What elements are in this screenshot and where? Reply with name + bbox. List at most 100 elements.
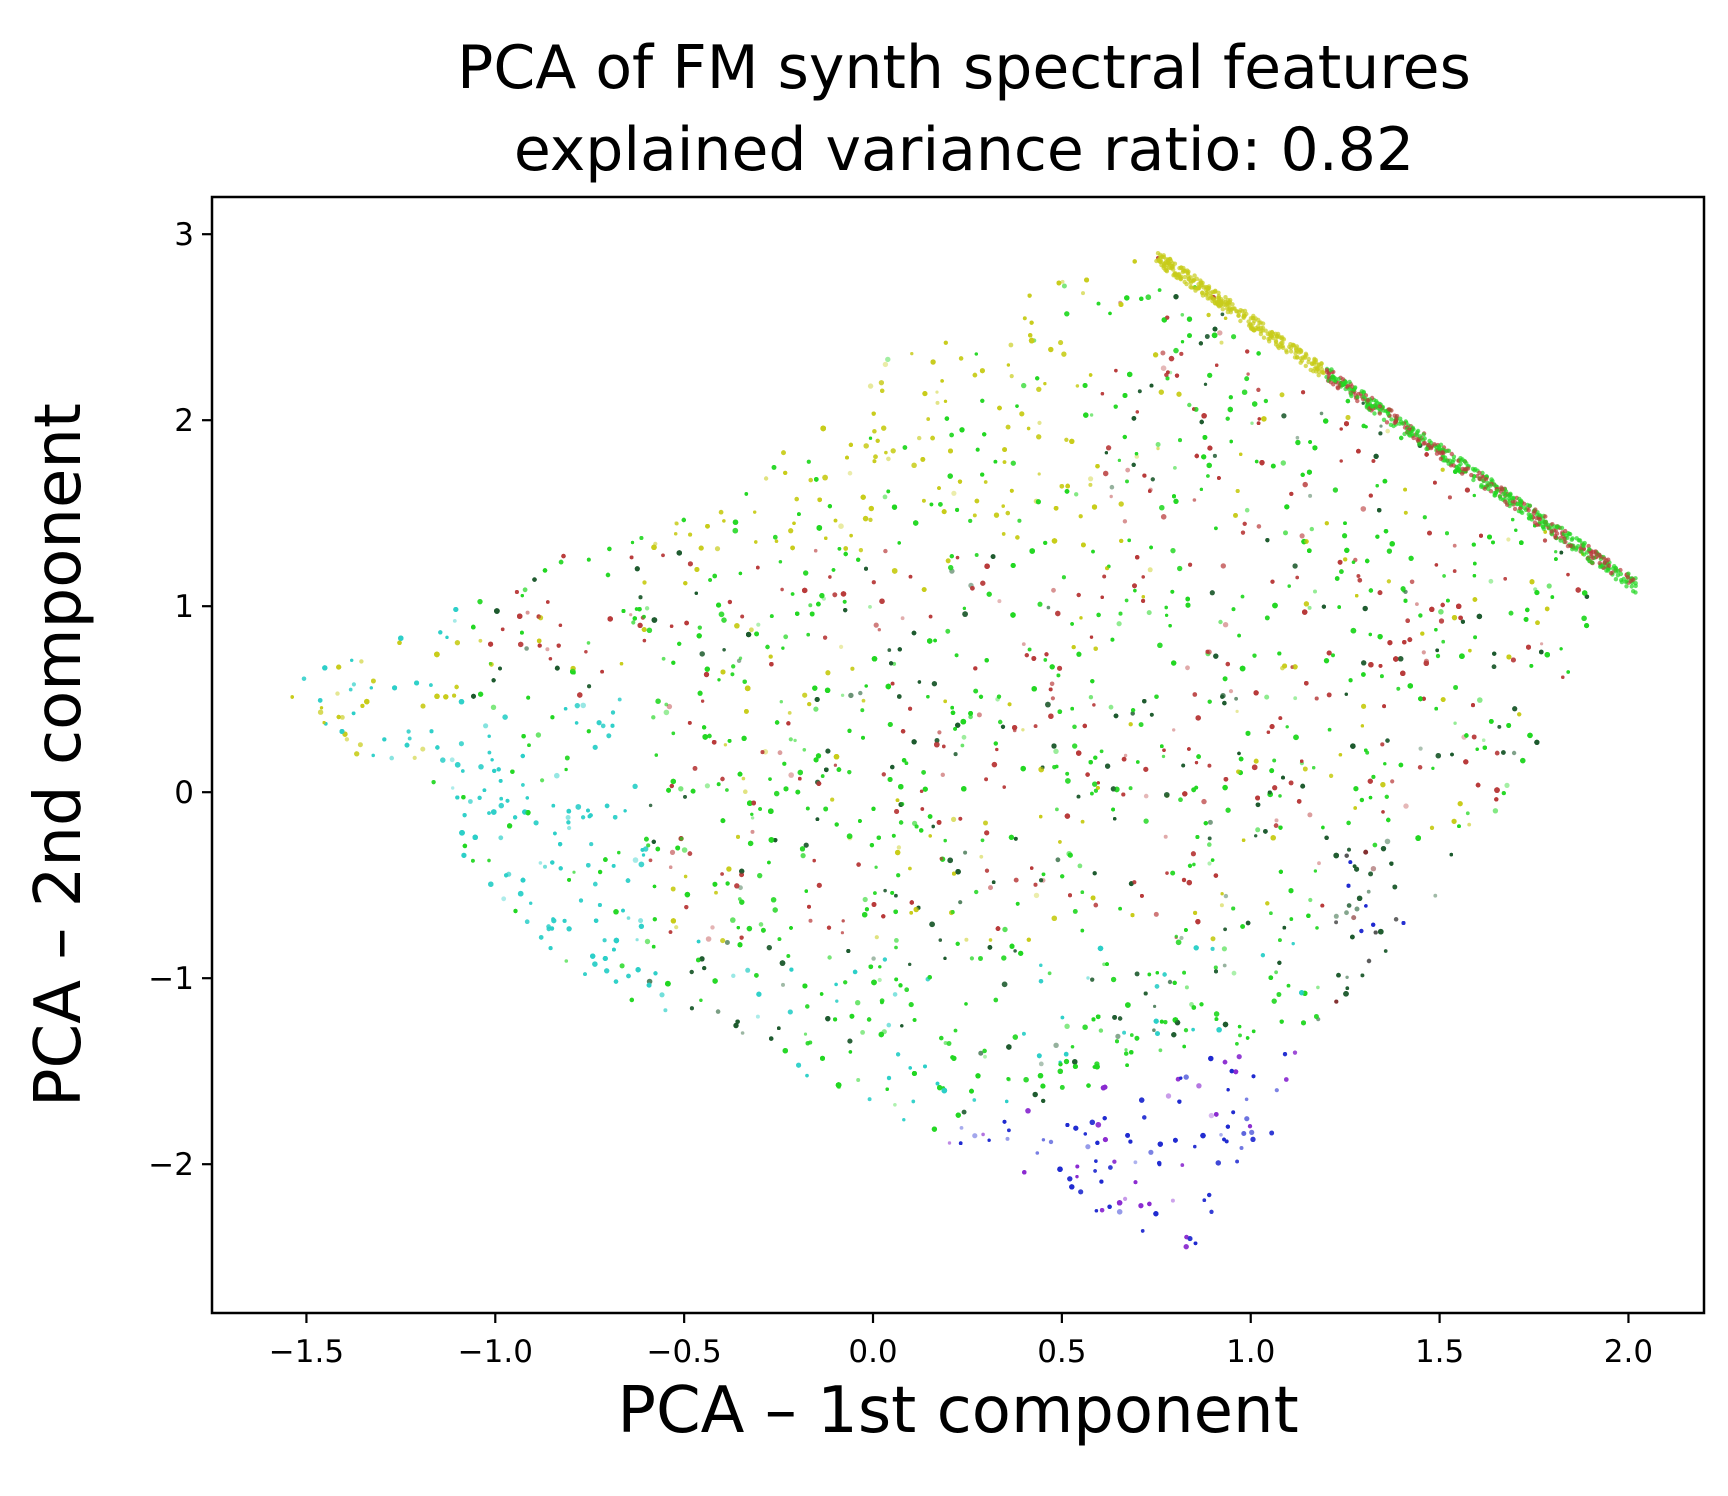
scatter-point bbox=[1195, 835, 1200, 839]
scatter-point bbox=[1161, 754, 1166, 759]
scatter-point bbox=[1093, 646, 1098, 651]
scatter-point bbox=[1372, 842, 1378, 848]
scatter-point bbox=[1342, 533, 1348, 539]
scatter-point bbox=[575, 804, 582, 810]
scatter-point bbox=[1048, 1139, 1054, 1145]
scatter-point bbox=[593, 881, 598, 887]
scatter-point bbox=[1092, 703, 1096, 707]
scatter-point bbox=[862, 515, 869, 522]
scatter-point bbox=[501, 896, 507, 902]
scatter-point bbox=[802, 692, 808, 698]
scatter-point bbox=[1433, 893, 1438, 898]
scatter-point bbox=[1366, 889, 1371, 894]
scatter-point bbox=[1192, 862, 1196, 867]
scatter-point bbox=[1345, 975, 1349, 979]
scatter-point bbox=[1111, 976, 1117, 983]
scatter-point bbox=[1160, 350, 1166, 356]
scatter-point bbox=[1021, 642, 1026, 646]
scatter-point bbox=[1343, 991, 1349, 997]
scatter-point bbox=[1005, 510, 1010, 516]
scatter-point bbox=[1333, 913, 1339, 919]
scatter-point bbox=[1206, 649, 1212, 655]
scatter-point bbox=[1012, 1034, 1018, 1040]
scatter-point bbox=[1033, 498, 1039, 504]
scatter-point bbox=[1280, 460, 1287, 466]
scatter-point bbox=[808, 477, 813, 483]
scatter-point bbox=[521, 783, 525, 787]
scatter-point bbox=[1080, 890, 1085, 894]
scatter-point bbox=[689, 1006, 694, 1011]
scatter-point bbox=[961, 734, 967, 740]
scatter-point bbox=[1293, 734, 1299, 741]
scatter-point bbox=[584, 650, 588, 654]
scatter-point bbox=[631, 620, 636, 625]
scatter-point bbox=[968, 714, 973, 720]
scatter-point bbox=[886, 1022, 892, 1028]
scatter-point bbox=[1093, 788, 1098, 793]
scatter-point bbox=[1209, 590, 1215, 596]
scatter-point bbox=[1165, 1093, 1172, 1099]
scatter-point bbox=[646, 978, 653, 985]
scatter-point bbox=[527, 743, 531, 747]
scatter-point bbox=[1170, 870, 1176, 876]
scatter-point bbox=[1334, 920, 1338, 925]
scatter-point bbox=[1093, 1169, 1097, 1173]
scatter-point bbox=[1001, 532, 1006, 536]
scatter-point bbox=[1148, 1149, 1154, 1155]
scatter-point bbox=[1403, 803, 1409, 809]
scatter-point bbox=[1354, 906, 1360, 912]
scatter-point bbox=[782, 761, 787, 766]
scatter-point bbox=[371, 753, 375, 758]
scatter-point bbox=[1269, 1130, 1275, 1136]
scatter-point bbox=[1317, 861, 1321, 866]
scatter-point bbox=[1021, 728, 1025, 732]
scatter-point bbox=[1106, 445, 1112, 451]
scatter-point bbox=[788, 737, 793, 742]
scatter-point bbox=[317, 709, 324, 715]
scatter-point bbox=[1295, 435, 1300, 440]
scatter-point bbox=[1160, 514, 1167, 520]
scatter-point bbox=[340, 715, 345, 720]
scatter-point bbox=[644, 606, 650, 611]
scatter-point bbox=[1160, 365, 1167, 372]
scatter-point bbox=[412, 755, 417, 761]
scatter-point bbox=[1035, 499, 1041, 505]
scatter-point bbox=[572, 870, 576, 874]
scatter-point bbox=[574, 703, 580, 709]
chart-title-line-1: PCA of FM synth spectral features bbox=[457, 33, 1471, 103]
scatter-point bbox=[892, 992, 898, 997]
scatter-point bbox=[1146, 610, 1152, 616]
scatter-point bbox=[1250, 1136, 1256, 1142]
scatter-point bbox=[1225, 416, 1230, 421]
scatter-point bbox=[1090, 791, 1094, 796]
scatter-point bbox=[959, 1126, 964, 1130]
scatter-point bbox=[802, 748, 807, 752]
scatter-point bbox=[1114, 786, 1120, 793]
scatter-point bbox=[797, 769, 803, 776]
scatter-point bbox=[738, 656, 743, 660]
scatter-point bbox=[896, 845, 902, 850]
scatter-point bbox=[867, 383, 874, 389]
scatter-point bbox=[1494, 750, 1500, 756]
scatter-point bbox=[1037, 472, 1041, 476]
scatter-point bbox=[1059, 1085, 1065, 1090]
scatter-point bbox=[1339, 569, 1344, 574]
scatter-point bbox=[1347, 847, 1351, 852]
scatter-point bbox=[984, 868, 990, 873]
scatter-point bbox=[840, 693, 845, 697]
scatter-point bbox=[1051, 587, 1056, 593]
scatter-point bbox=[1064, 437, 1069, 442]
scatter-point bbox=[1252, 653, 1257, 658]
scatter-point bbox=[1178, 797, 1183, 802]
scatter-point bbox=[1400, 586, 1406, 592]
scatter-point bbox=[687, 561, 693, 567]
scatter-point bbox=[1033, 892, 1040, 899]
scatter-point bbox=[1407, 637, 1413, 643]
scatter-point bbox=[1088, 476, 1094, 482]
scatter-point bbox=[1109, 484, 1115, 490]
scatter-point bbox=[1409, 579, 1415, 585]
scatter-point bbox=[750, 829, 755, 834]
scatter-point bbox=[546, 924, 551, 929]
scatter-point bbox=[1143, 793, 1149, 799]
scatter-point bbox=[518, 641, 524, 648]
